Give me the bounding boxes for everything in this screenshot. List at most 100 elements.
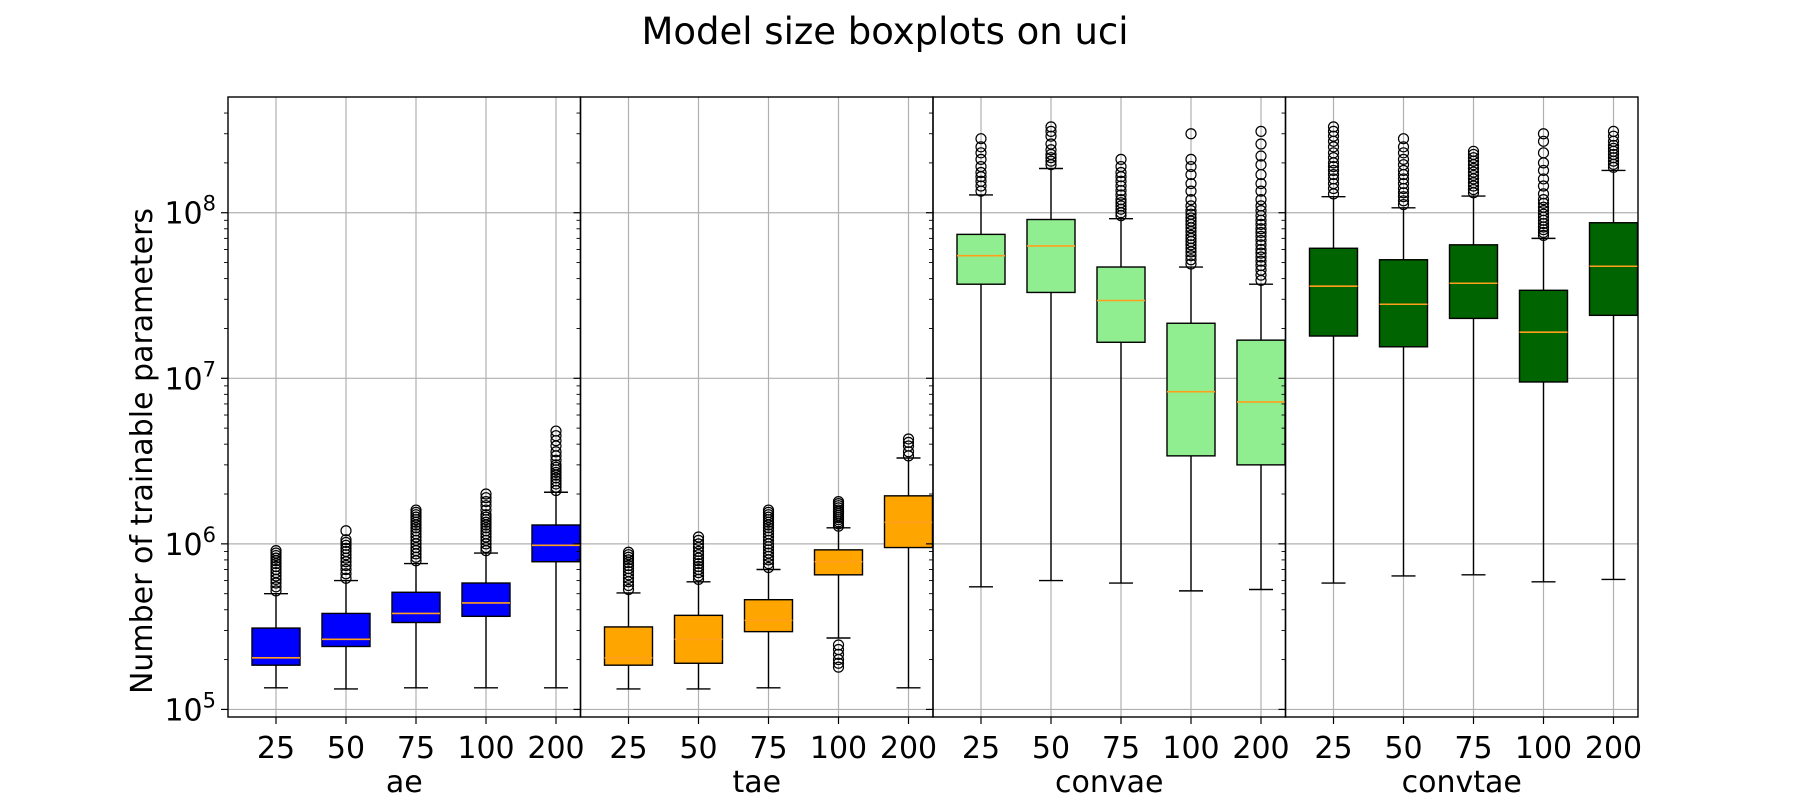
outlier-point bbox=[622, 554, 635, 566]
outlier-point bbox=[832, 661, 845, 673]
outlier-point bbox=[902, 436, 915, 449]
outlier-point bbox=[1467, 162, 1480, 175]
outlier-point bbox=[975, 133, 987, 145]
outlier-point bbox=[1185, 205, 1197, 217]
outlier-point bbox=[550, 478, 562, 490]
outlier-point bbox=[1115, 197, 1127, 209]
outlier-point bbox=[1045, 144, 1057, 156]
outlier-point bbox=[1255, 125, 1267, 137]
outlier-point bbox=[692, 567, 705, 579]
outlier-point bbox=[1327, 160, 1340, 173]
outlier-point bbox=[1185, 229, 1197, 241]
box-convae-100 bbox=[1166, 128, 1216, 592]
outlier-point bbox=[1397, 133, 1410, 145]
outlier-point bbox=[1607, 148, 1620, 161]
box-convae-50 bbox=[1026, 121, 1076, 582]
outlier-point bbox=[762, 561, 775, 574]
outlier-point bbox=[692, 545, 705, 558]
x-tick-label: 200 bbox=[880, 731, 937, 766]
outlier-point bbox=[1327, 177, 1340, 190]
outlier-point bbox=[1467, 152, 1480, 164]
iqr-box bbox=[743, 598, 794, 633]
outlier-point bbox=[480, 492, 492, 504]
outlier-point bbox=[1255, 159, 1267, 171]
x-tick-label: 200 bbox=[527, 731, 584, 766]
outlier-point bbox=[480, 531, 492, 543]
outlier-point bbox=[1255, 194, 1267, 206]
outlier-point bbox=[1255, 177, 1267, 190]
box-convtae-100 bbox=[1518, 128, 1569, 583]
outlier-point bbox=[1327, 164, 1340, 177]
outlier-point bbox=[340, 568, 352, 580]
outlier-point bbox=[1185, 160, 1197, 173]
panel-label-convae: convae bbox=[1055, 765, 1163, 800]
outlier-point bbox=[550, 466, 562, 479]
outlier-point bbox=[270, 585, 282, 597]
panel-label-ae: ae bbox=[386, 765, 423, 800]
outlier-point bbox=[975, 141, 987, 153]
outlier-point bbox=[270, 581, 282, 593]
x-tick-label: 100 bbox=[810, 731, 867, 766]
x-tick-label: 50 bbox=[679, 731, 717, 766]
outlier-point bbox=[480, 504, 492, 516]
outlier-point bbox=[1255, 239, 1267, 251]
outlier-point bbox=[1327, 125, 1340, 137]
outlier-point bbox=[270, 545, 282, 557]
outlier-point bbox=[480, 516, 492, 528]
outlier-point bbox=[1185, 258, 1197, 270]
outlier-point bbox=[1397, 187, 1410, 199]
outlier-point bbox=[762, 528, 775, 540]
outlier-point bbox=[1397, 195, 1410, 207]
outlier-point bbox=[340, 539, 352, 551]
outlier-point bbox=[1045, 155, 1057, 167]
x-tick-label: 75 bbox=[749, 731, 787, 766]
outlier-point bbox=[1537, 164, 1550, 177]
outlier-point bbox=[1185, 177, 1197, 190]
outlier-point bbox=[1607, 130, 1620, 142]
outlier-point bbox=[762, 522, 775, 534]
outlier-point bbox=[1537, 180, 1550, 192]
outlier-point bbox=[1607, 152, 1620, 164]
outlier-point bbox=[1327, 152, 1340, 164]
outlier-point bbox=[975, 147, 987, 159]
outlier-point bbox=[832, 639, 845, 651]
outlier-point bbox=[1467, 166, 1480, 178]
outlier-point bbox=[1327, 147, 1340, 159]
box-ae-25 bbox=[251, 545, 301, 689]
outlier-point bbox=[1397, 141, 1410, 153]
outlier-point bbox=[270, 563, 282, 576]
outlier-point bbox=[1045, 130, 1057, 142]
outlier-point bbox=[1397, 198, 1410, 211]
iqr-box bbox=[531, 524, 581, 563]
iqr-box bbox=[603, 626, 654, 666]
outlier-point bbox=[1537, 226, 1550, 239]
x-tick-label: 25 bbox=[1314, 731, 1352, 766]
iqr-box bbox=[1518, 289, 1569, 383]
panel-frame bbox=[1284, 96, 1639, 718]
outlier-point bbox=[550, 475, 562, 487]
outlier-point bbox=[975, 166, 987, 179]
iqr-box bbox=[1166, 322, 1216, 457]
outlier-point bbox=[832, 495, 845, 508]
outlier-point bbox=[1115, 189, 1127, 201]
outlier-point bbox=[550, 425, 562, 437]
outlier-point bbox=[622, 579, 635, 592]
outlier-point bbox=[480, 488, 492, 500]
outlier-point bbox=[1115, 160, 1127, 173]
outlier-point bbox=[1185, 168, 1197, 181]
x-tick-label: 50 bbox=[1032, 731, 1070, 766]
x-tick-label: 50 bbox=[1384, 731, 1422, 766]
outlier-point bbox=[270, 552, 282, 564]
outlier-point bbox=[622, 551, 635, 563]
outlier-point bbox=[1255, 200, 1267, 212]
outlier-point bbox=[975, 153, 987, 165]
outlier-point bbox=[622, 569, 635, 581]
iqr-box bbox=[391, 591, 441, 624]
x-tick-label: 25 bbox=[257, 731, 295, 766]
box-convae-200 bbox=[1236, 125, 1286, 591]
outlier-point bbox=[1537, 135, 1550, 147]
iqr-box bbox=[1096, 266, 1146, 343]
iqr-box bbox=[321, 612, 371, 648]
box-convae-75 bbox=[1096, 153, 1146, 584]
outlier-point bbox=[902, 446, 915, 458]
